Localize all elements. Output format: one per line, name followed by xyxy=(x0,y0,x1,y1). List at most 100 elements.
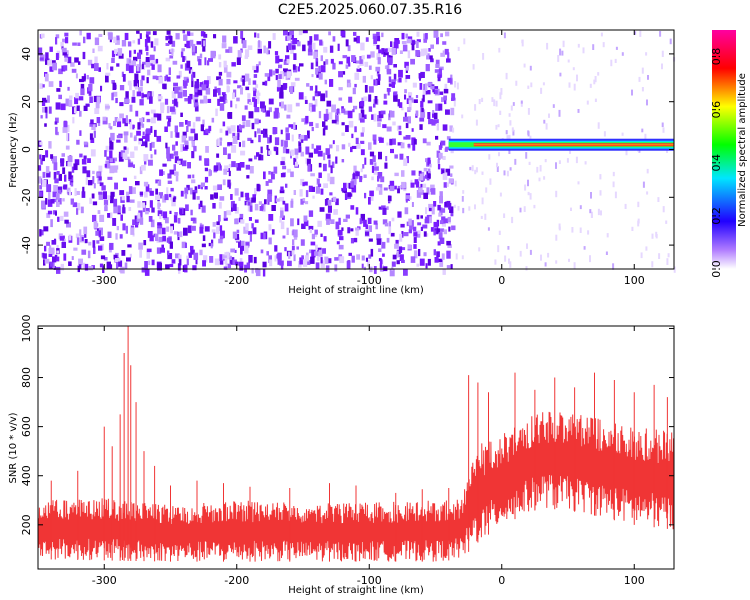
noise-cell xyxy=(360,109,365,118)
sparse-cell xyxy=(475,119,478,126)
noise-cell xyxy=(167,173,172,179)
sparse-cell xyxy=(639,30,642,37)
noise-cell xyxy=(429,216,432,224)
noise-cell xyxy=(378,151,382,160)
noise-cell xyxy=(214,258,220,266)
noise-cell xyxy=(141,267,146,273)
noise-cell xyxy=(255,268,259,273)
figure-title: C2E5.2025.060.07.35.R16 xyxy=(278,2,462,18)
noise-cell xyxy=(351,133,354,139)
noise-cell xyxy=(418,187,423,193)
noise-cell xyxy=(232,132,236,138)
noise-cell xyxy=(222,254,227,260)
noise-cell xyxy=(251,268,254,274)
noise-cell xyxy=(324,199,328,206)
noise-cell xyxy=(143,240,147,246)
noise-cell xyxy=(297,218,300,226)
noise-cell xyxy=(311,186,315,192)
noise-cell xyxy=(48,192,51,200)
noise-cell xyxy=(260,105,265,112)
noise-cell xyxy=(46,241,50,246)
noise-cell xyxy=(382,207,387,215)
noise-cell xyxy=(39,83,43,89)
noise-cell xyxy=(42,253,47,259)
noise-cell xyxy=(132,164,135,168)
noise-cell xyxy=(371,114,374,120)
noise-cell xyxy=(95,102,100,109)
noise-cell xyxy=(447,52,450,60)
sparse-cell xyxy=(498,152,500,157)
noise-cell xyxy=(158,76,164,84)
sparse-cell xyxy=(646,191,649,195)
noise-cell xyxy=(89,197,92,204)
noise-cell xyxy=(124,147,129,154)
noise-cell xyxy=(279,84,284,93)
noise-cell xyxy=(136,219,139,226)
noise-cell xyxy=(55,211,57,216)
sparse-cell xyxy=(481,197,484,205)
noise-cell xyxy=(140,79,143,87)
noise-cell xyxy=(139,217,144,225)
noise-cell xyxy=(401,41,407,45)
noise-cell xyxy=(40,229,44,236)
sparse-cell xyxy=(614,191,617,199)
noise-cell xyxy=(141,165,146,171)
noise-cell xyxy=(275,147,279,155)
noise-cell xyxy=(329,192,333,196)
noise-cell xyxy=(258,40,261,48)
x-tick-label: -200 xyxy=(224,274,249,287)
noise-cell xyxy=(302,182,305,187)
noise-cell xyxy=(98,191,103,195)
noise-cell xyxy=(142,94,147,98)
noise-cell xyxy=(98,165,103,173)
noise-cell xyxy=(92,201,98,206)
noise-cell xyxy=(334,264,338,272)
noise-cell xyxy=(103,191,107,200)
noise-cell xyxy=(409,223,413,230)
noise-cell xyxy=(423,192,428,199)
noise-cell xyxy=(114,182,118,190)
noise-cell xyxy=(403,268,408,276)
noise-cell xyxy=(392,121,396,126)
noise-cell xyxy=(128,119,132,125)
noise-cell xyxy=(320,257,323,264)
noise-cell xyxy=(158,179,162,186)
noise-cell xyxy=(370,51,375,58)
noise-cell xyxy=(435,103,440,111)
noise-cell xyxy=(420,100,424,108)
noise-cell xyxy=(149,143,152,151)
noise-cell xyxy=(286,35,291,41)
noise-cell xyxy=(75,191,80,195)
sparse-cell xyxy=(544,262,547,267)
noise-cell xyxy=(139,249,142,258)
noise-cell xyxy=(283,59,289,65)
noise-cell xyxy=(109,157,113,163)
noise-cell xyxy=(179,209,183,216)
noise-cell xyxy=(111,92,114,101)
noise-cell xyxy=(249,205,253,212)
noise-cell xyxy=(375,66,381,72)
noise-cell xyxy=(245,164,250,170)
noise-cell xyxy=(223,147,227,155)
noise-cell xyxy=(211,229,216,233)
noise-cell xyxy=(337,43,340,51)
noise-cell xyxy=(351,185,357,193)
noise-cell xyxy=(199,226,204,234)
noise-cell xyxy=(361,55,365,60)
noise-cell xyxy=(132,90,135,97)
noise-cell xyxy=(420,112,425,118)
colorbar-gradient xyxy=(712,30,736,269)
noise-cell xyxy=(171,40,176,47)
noise-cell xyxy=(307,130,310,139)
noise-cell xyxy=(178,70,182,78)
noise-cell xyxy=(48,106,52,114)
noise-cell xyxy=(82,186,85,192)
noise-cell xyxy=(335,198,339,206)
noise-cell xyxy=(419,258,425,266)
noise-cell xyxy=(403,136,408,140)
noise-cell xyxy=(198,59,202,66)
noise-cell xyxy=(137,122,141,130)
noise-cell xyxy=(411,137,415,146)
noise-cell xyxy=(82,166,87,174)
noise-cell xyxy=(190,245,194,250)
